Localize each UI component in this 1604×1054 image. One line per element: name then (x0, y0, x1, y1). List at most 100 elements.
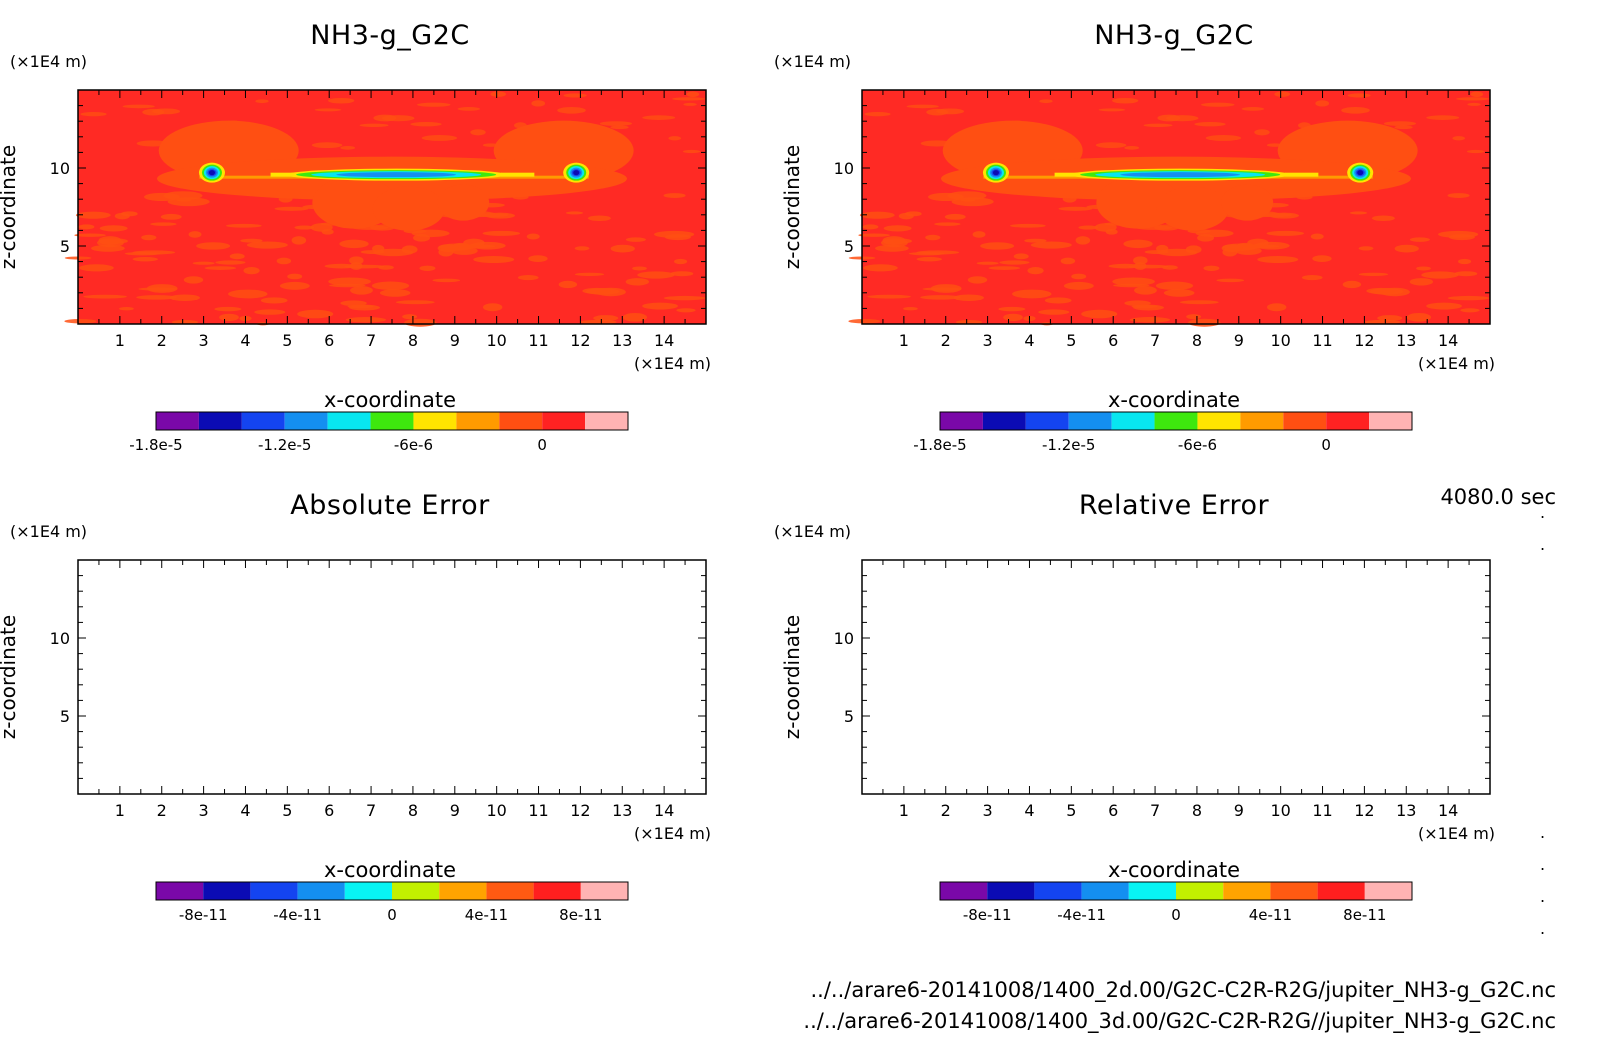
field-speckle (1301, 274, 1323, 281)
colorbar-segment (1111, 412, 1155, 430)
colorbar-tick-label: -1.2e-5 (258, 436, 311, 454)
chart-title: NH3-g_G2C (310, 20, 470, 51)
field-speckle (1371, 215, 1395, 222)
colorbar-segment (940, 412, 983, 430)
field-speckle (1163, 289, 1195, 297)
field-speckle (1466, 149, 1485, 154)
field-speckle (1454, 271, 1478, 277)
field-speckle (1044, 297, 1072, 304)
field-speckle (146, 284, 178, 293)
field-speckle (395, 300, 435, 305)
colorbar-tick-label: -8e-11 (179, 906, 228, 924)
field-speckle (410, 121, 442, 127)
field-speckle (402, 314, 418, 320)
field-speckle (204, 266, 237, 270)
field-speckle (1458, 258, 1472, 265)
field-speckle (1267, 303, 1287, 312)
colorbar-tick-label: -8e-11 (963, 906, 1012, 924)
x-tick-label: 2 (157, 331, 167, 350)
field-speckle (936, 108, 965, 115)
colorbar-tick-label: -4e-11 (273, 906, 322, 924)
dot-marks: .. (1540, 503, 1546, 554)
field-speckle (345, 317, 387, 323)
x-tick-label: 6 (1108, 331, 1118, 350)
field-speckle (188, 231, 202, 238)
x-axis-label: x-coordinate (1107, 388, 1240, 412)
x-tick-label: 12 (570, 331, 590, 350)
field-speckle (668, 136, 682, 141)
x-tick-label: 13 (1396, 801, 1416, 820)
field-speckle (1129, 317, 1171, 323)
field-speckle (274, 206, 309, 211)
x-tick-label: 1 (115, 801, 125, 820)
colorbar-tick-label: 0 (387, 906, 397, 924)
x-tick-label: 9 (1234, 801, 1244, 820)
field-speckle (848, 318, 881, 324)
field-speckle (141, 234, 157, 241)
field-speckle (955, 319, 983, 325)
x-tick-label: 2 (941, 331, 951, 350)
plume-lobe (437, 184, 490, 221)
field-speckle (229, 253, 245, 260)
field-speckle (1075, 236, 1091, 245)
x-unit-label: (×1E4 m) (1418, 354, 1496, 373)
colorbar-segment (987, 882, 1035, 900)
field-speckle (862, 224, 879, 230)
field-speckle (1315, 100, 1330, 107)
field-speckle (294, 225, 315, 230)
field-speckle (1081, 309, 1118, 319)
colorbar-segment (1176, 882, 1224, 900)
colorbar-segment (486, 882, 534, 900)
x-tick-label: 8 (408, 331, 418, 350)
field-speckle (863, 264, 898, 272)
field-speckle (1358, 272, 1389, 277)
y-tick-label: 5 (844, 237, 854, 256)
x-tick-label: 4 (1024, 801, 1034, 820)
colorbar-segment (1223, 882, 1271, 900)
field-speckle (79, 264, 114, 272)
field-speckle (972, 231, 986, 238)
x-tick-label: 8 (1192, 801, 1202, 820)
field-speckle (920, 295, 961, 300)
colorbar-segment (156, 412, 199, 430)
field-speckle (858, 233, 890, 237)
x-tick-label: 2 (157, 801, 167, 820)
field-speckle (1157, 114, 1181, 122)
field-speckle (183, 276, 204, 284)
field-speckle (196, 242, 231, 250)
colorbar-segment (1369, 412, 1412, 430)
plot-frame (77, 559, 707, 795)
plume-band (500, 172, 535, 177)
field-speckle (64, 318, 97, 324)
field-speckle (1195, 229, 1234, 238)
colorbar-tick-label: -1.2e-5 (1042, 436, 1095, 454)
colorbar-tick-label: -6e-6 (394, 436, 433, 454)
field-speckle (373, 114, 397, 122)
field-speckle (585, 288, 620, 295)
colorbar-segment (542, 412, 586, 430)
field-speckle (76, 211, 111, 219)
field-speckle (350, 262, 363, 270)
field-speckle (83, 294, 127, 299)
field-speckle (1003, 313, 1023, 322)
field-speckle (980, 242, 1015, 250)
colorbar-segment (1364, 882, 1412, 900)
field-speckle (925, 234, 941, 241)
colorbar-segment (1317, 882, 1365, 900)
colorbar-segment (413, 412, 457, 430)
dot-marks: .... (1540, 823, 1546, 938)
field-speckle (360, 250, 385, 254)
colorbar-frame (155, 881, 629, 901)
x-tick-label: 9 (1234, 331, 1244, 350)
colorbar-tick-label: 0 (1171, 906, 1181, 924)
x-tick-label: 11 (528, 331, 548, 350)
field-speckle (898, 212, 914, 220)
x-tick-label: 8 (1192, 331, 1202, 350)
field-speckle (225, 223, 262, 228)
plume-band (1284, 172, 1319, 177)
field-speckle (340, 145, 356, 150)
y-tick-label: 5 (60, 237, 70, 256)
field-speckle (574, 246, 590, 251)
field-speckle (622, 312, 648, 322)
